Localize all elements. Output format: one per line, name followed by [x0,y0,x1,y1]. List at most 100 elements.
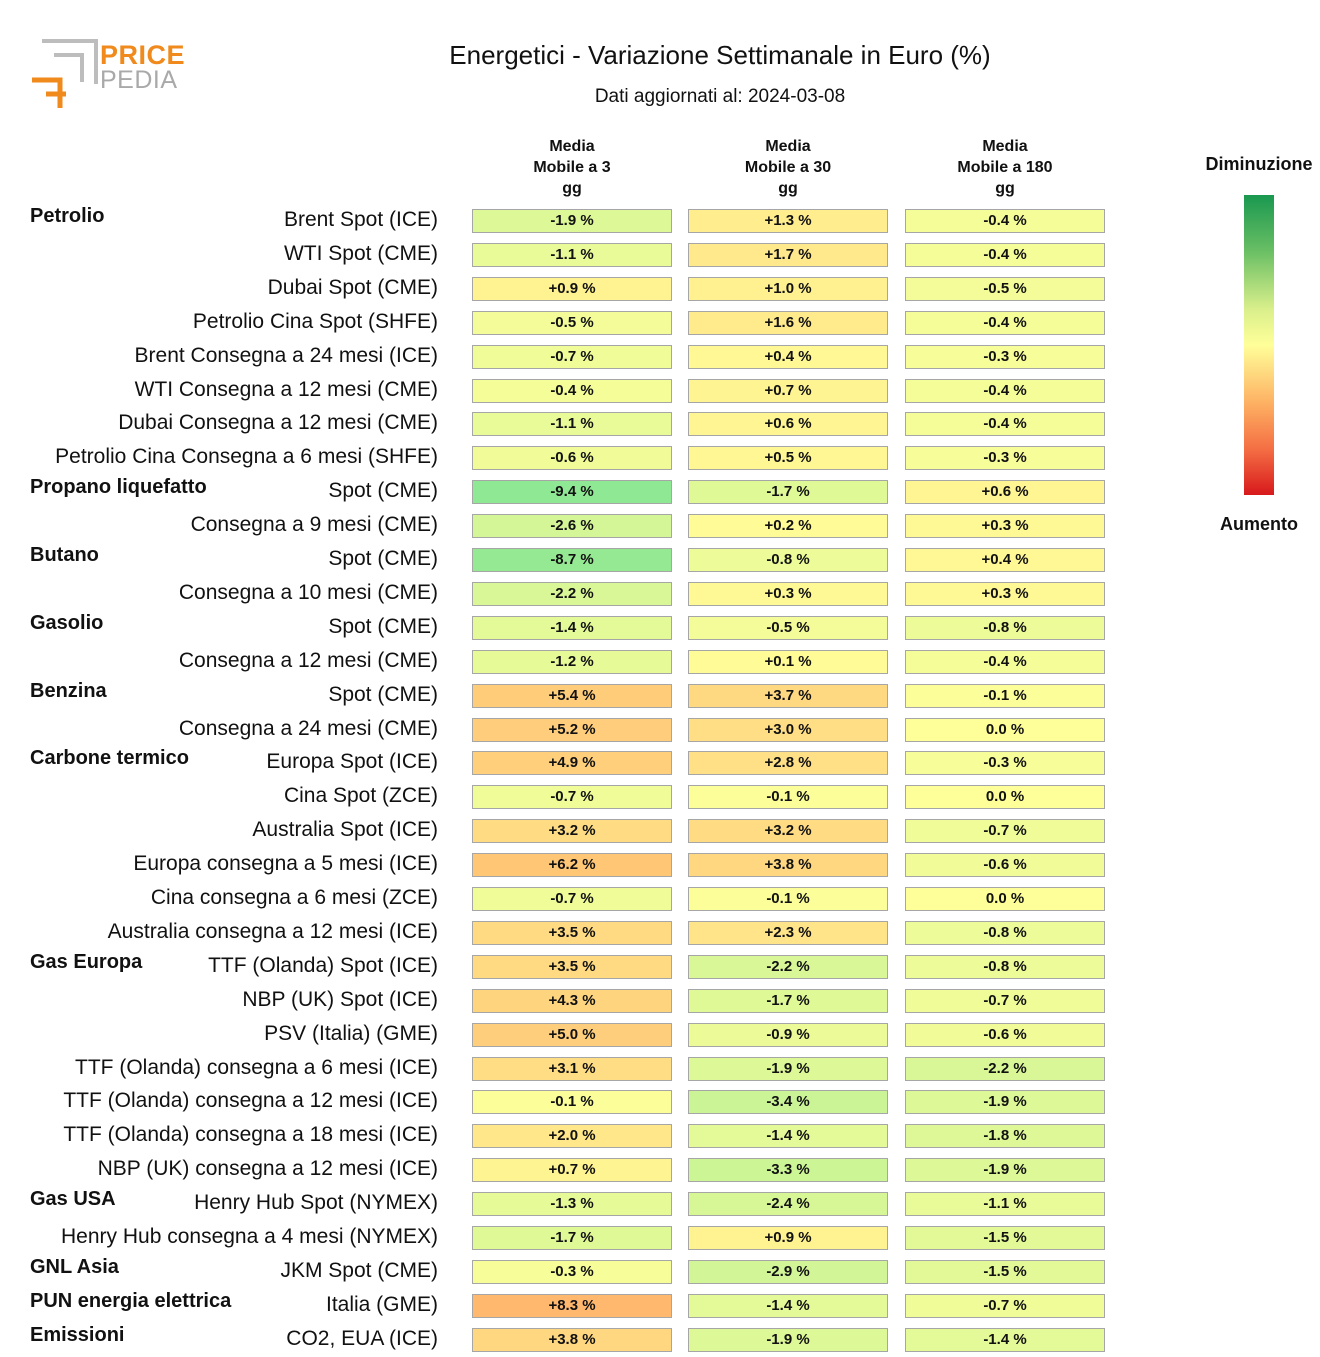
row-label: Consegna a 10 mesi (CME) [178,580,438,604]
heatmap-cell: -0.4 % [905,209,1105,233]
heatmap-cell: -1.5 % [905,1259,1105,1284]
heatmap-cell: -0.8 % [905,920,1105,945]
heatmap-cell: -0.5 % [472,310,672,335]
column-header-line: gg [995,180,1015,197]
row-label: Spot (CME) [328,479,438,503]
heatmap-cell: -1.4 % [688,1124,888,1149]
chart-subtitle: Dati aggiornati al: 2024-03-08 [594,86,846,107]
heatmap-cell: +0.3 % [905,581,1105,606]
heatmap-cell: +3.8 % [688,853,888,878]
heatmap-cell: -9.4 % [472,480,672,505]
heatmap-cell: -0.5 % [688,615,888,640]
column-header-line: Mobile a 180 [957,159,1053,176]
heatmap-cell: +0.7 % [688,378,888,403]
heatmap-cell: +0.4 % [905,548,1105,572]
row-label: NBP (UK) consegna a 12 mesi (ICE) [97,1157,438,1181]
row-label: Consegna a 24 mesi (CME) [178,716,438,740]
row-label: Henry Hub consegna a 4 mesi (NYMEX) [61,1225,438,1248]
column-header-line: gg [778,180,798,197]
heatmap-cell: -1.8 % [905,1124,1105,1149]
group-label: Gas USA [30,1188,116,1211]
heatmap-cell: -0.4 % [472,378,672,403]
heatmap-cell: +0.4 % [688,344,888,369]
heatmap-cell: +3.8 % [472,1327,672,1352]
row-label: Dubai Spot (CME) [267,275,438,299]
heatmap-cell: +5.4 % [472,683,672,708]
heatmap-cell: +3.7 % [688,683,888,708]
heatmap-cell: -3.4 % [688,1090,888,1115]
group-label: Emissioni [30,1323,125,1346]
heatmap-cell: -0.4 % [905,378,1105,403]
heatmap-cell: -0.8 % [905,954,1105,979]
row-label: CO2, EUA (ICE) [286,1326,438,1350]
heatmap-cell: -0.7 % [905,1293,1105,1318]
row-label: Consegna a 12 mesi (CME) [178,648,438,672]
heatmap-cell: -0.1 % [905,683,1105,708]
heatmap-cell: -2.2 % [472,581,672,606]
column-header-line: Media [982,138,1028,155]
heatmap-cell: -0.7 % [472,887,672,911]
row-label: Consegna a 9 mesi (CME) [190,513,438,537]
heatmap-cell: -1.7 % [688,480,888,505]
row-label: Spot (CME) [328,614,438,638]
heatmap-cell: +0.6 % [688,412,888,437]
group-label: Petrolio [30,205,105,227]
legend-bottom-label: Aumento [1220,514,1298,534]
row-label: JKM Spot (CME) [280,1258,438,1282]
heatmap-cell: -0.7 % [905,988,1105,1013]
row-label: NBP (UK) Spot (ICE) [242,987,438,1011]
row-label: Henry Hub Spot (NYMEX) [194,1191,438,1215]
heatmap-cell: +3.5 % [472,954,672,979]
heatmap-cell: -0.6 % [905,853,1105,878]
row-label: Europa Spot (ICE) [266,750,438,774]
heatmap-cell: +2.8 % [688,751,888,776]
heatmap-cell: -1.7 % [688,988,888,1013]
heatmap-cell: +1.0 % [688,276,888,301]
heatmap-cell: -8.7 % [472,548,672,572]
heatmap-cell: -0.8 % [905,615,1105,640]
heatmap-cell: 0.0 % [905,887,1105,911]
pricepedia-logo: PRICE PEDIA [30,38,190,110]
heatmap-cell: -0.4 % [905,310,1105,335]
heatmap-cell: -0.1 % [688,887,888,911]
heatmap-cell: -1.4 % [688,1293,888,1318]
heatmap-cell: +2.3 % [688,920,888,945]
heatmap-cell: -2.2 % [905,1056,1105,1081]
heatmap-cell: -0.7 % [472,785,672,810]
heatmap-cell: -0.8 % [688,548,888,572]
row-label: Australia consegna a 12 mesi (ICE) [107,919,438,943]
heatmap-cell: -1.2 % [472,649,672,674]
group-label: PUN energia elettrica [30,1289,232,1312]
heatmap-cell: -0.3 % [905,344,1105,369]
heatmap-cell: -2.6 % [472,514,672,539]
heatmap-cell: +0.6 % [905,480,1105,505]
heatmap-cell: +0.1 % [688,649,888,674]
heatmap-cell: -2.9 % [688,1259,888,1284]
heatmap-cell: +3.2 % [472,819,672,844]
heatmap-cell: 0.0 % [905,717,1105,742]
column-header-line: gg [562,180,582,197]
row-label: Brent Consegna a 24 mesi (ICE) [134,343,438,367]
column-header: Media Mobile a 3 gg [471,136,673,199]
group-label: Butano [30,544,99,566]
heatmap-cell: +0.7 % [472,1158,672,1183]
heatmap-cell: +6.2 % [472,853,672,878]
row-label: Australia Spot (ICE) [252,818,438,842]
heatmap-cell: +2.0 % [472,1124,672,1149]
heatmap-cell: -0.6 % [472,446,672,471]
heatmap-cell: +0.3 % [688,581,888,606]
heatmap-cell: -1.1 % [905,1192,1105,1217]
column-header-line: Mobile a 3 [533,159,611,176]
heatmap-cell: -0.6 % [905,1022,1105,1047]
group-label: Carbone termico [30,747,189,770]
heatmap-cell: -0.7 % [905,819,1105,844]
heatmap-cell: +1.7 % [688,242,888,267]
heatmap-cell: +4.9 % [472,751,672,776]
row-label: TTF (Olanda) consegna a 12 mesi (ICE) [63,1089,438,1113]
heatmap-cell: -0.9 % [688,1022,888,1047]
heatmap-cell: +1.6 % [688,310,888,335]
heatmap-cell: +3.2 % [688,819,888,844]
heatmap-cell: +1.3 % [688,209,888,233]
row-label: TTF (Olanda) consegna a 6 mesi (ICE) [75,1055,438,1079]
heatmap-cell: -1.5 % [905,1226,1105,1250]
